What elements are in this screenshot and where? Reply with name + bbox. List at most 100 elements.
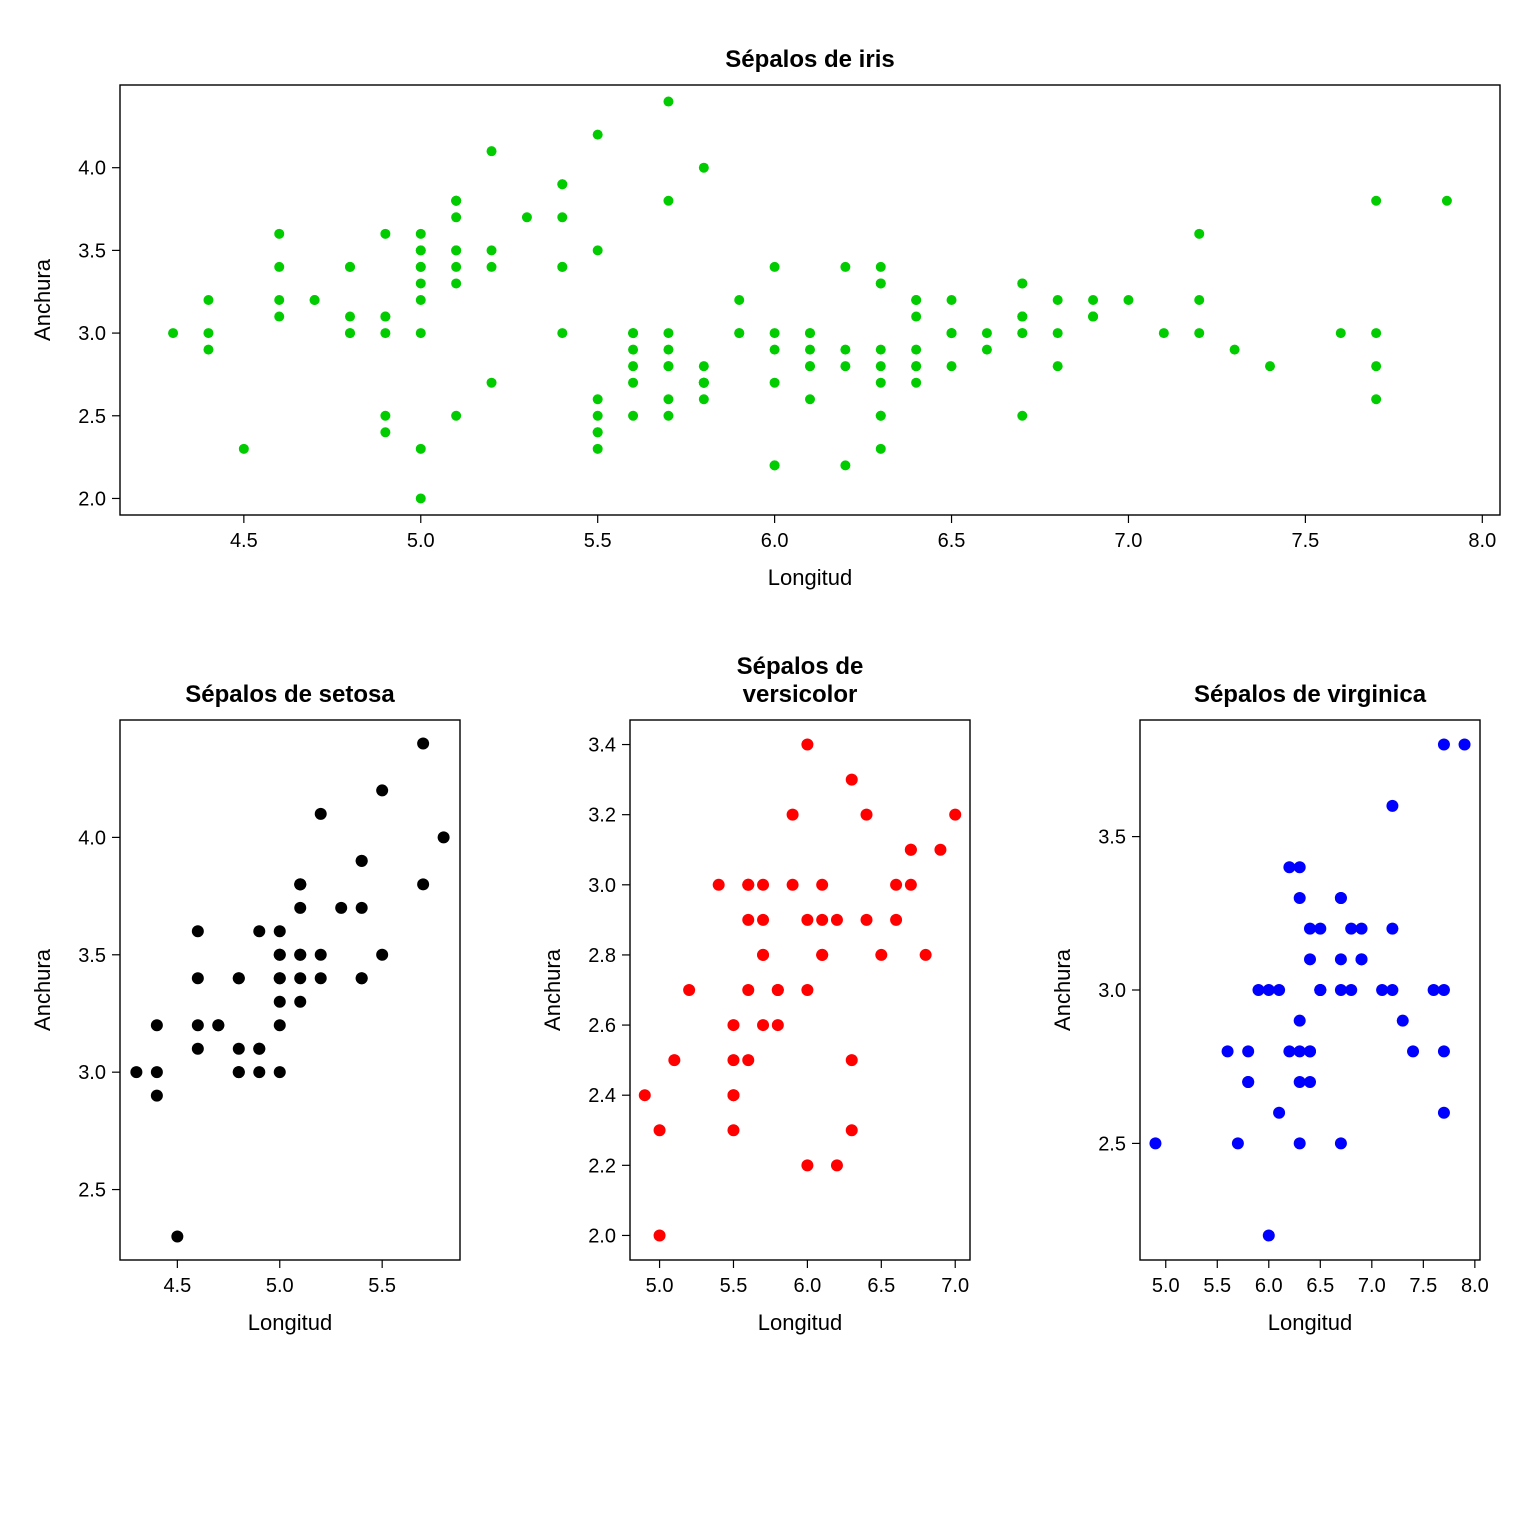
scatter-point — [1273, 1107, 1285, 1119]
scatter-point — [1252, 984, 1264, 996]
scatter-point — [522, 212, 532, 222]
scatter-point — [1397, 1015, 1409, 1027]
y-tick-label: 2.0 — [588, 1225, 616, 1247]
scatter-point — [1356, 953, 1368, 965]
scatter-point — [947, 295, 957, 305]
scatter-point — [376, 784, 388, 796]
y-tick-label: 4.0 — [78, 158, 106, 180]
scatter-point — [1149, 1137, 1161, 1149]
scatter-point — [772, 984, 784, 996]
x-tick-label: 5.0 — [1152, 1275, 1180, 1297]
scatter-point — [876, 345, 886, 355]
scatter-point — [1230, 345, 1240, 355]
y-tick-label: 2.5 — [78, 406, 106, 428]
y-axis-label: Anchura — [30, 258, 55, 341]
scatter-point — [416, 229, 426, 239]
scatter-point — [742, 879, 754, 891]
y-tick-label: 3.2 — [588, 805, 616, 827]
scatter-point — [380, 328, 390, 338]
scatter-point — [911, 361, 921, 371]
scatter-point — [890, 879, 902, 891]
scatter-point — [416, 328, 426, 338]
scatter-point — [742, 984, 754, 996]
y-tick-label: 2.2 — [588, 1155, 616, 1177]
scatter-point — [663, 97, 673, 107]
scatter-point — [294, 949, 306, 961]
scatter-point — [451, 196, 461, 206]
panel-title: Sépalos de setosa — [185, 681, 395, 708]
scatter-point — [772, 1019, 784, 1031]
scatter-point — [1371, 328, 1381, 338]
scatter-point — [416, 262, 426, 272]
scatter-point — [1017, 278, 1027, 288]
panel-title: Sépalos de virginica — [1194, 681, 1427, 708]
scatter-point — [805, 394, 815, 404]
y-tick-label: 3.5 — [1098, 827, 1126, 849]
scatter-point — [1438, 1045, 1450, 1057]
scatter-point — [663, 328, 673, 338]
x-tick-label: 4.5 — [163, 1275, 191, 1297]
scatter-point — [274, 972, 286, 984]
scatter-point — [557, 212, 567, 222]
scatter-point — [1283, 1045, 1295, 1057]
scatter-point — [1222, 1045, 1234, 1057]
y-axis-label: Anchura — [30, 948, 55, 1031]
x-tick-label: 7.0 — [1115, 530, 1143, 552]
scatter-point — [668, 1054, 680, 1066]
scatter-point — [628, 378, 638, 388]
scatter-point — [1314, 984, 1326, 996]
x-tick-label: 7.5 — [1409, 1275, 1437, 1297]
scatter-panel: 4.55.05.56.06.57.07.58.02.02.53.03.54.0L… — [30, 46, 1500, 590]
scatter-point — [934, 844, 946, 856]
scatter-point — [757, 949, 769, 961]
scatter-point — [345, 328, 355, 338]
scatter-point — [628, 345, 638, 355]
scatter-point — [557, 179, 567, 189]
scatter-point — [1053, 361, 1063, 371]
y-tick-label: 3.5 — [78, 240, 106, 262]
scatter-point — [1459, 739, 1471, 751]
scatter-point — [274, 1019, 286, 1031]
scatter-point — [1304, 1076, 1316, 1088]
scatter-point — [1304, 953, 1316, 965]
scatter-point — [557, 262, 567, 272]
x-tick-label: 5.0 — [407, 530, 435, 552]
scatter-point — [315, 808, 327, 820]
scatter-point — [801, 1159, 813, 1171]
scatter-point — [876, 278, 886, 288]
scatter-point — [1371, 196, 1381, 206]
y-tick-label: 3.0 — [78, 1062, 106, 1084]
scatter-point — [253, 1066, 265, 1078]
panel-title: Sépalos de iris — [725, 46, 894, 73]
scatter-point — [168, 328, 178, 338]
scatter-point — [875, 949, 887, 961]
scatter-point — [1304, 1045, 1316, 1057]
scatter-point — [417, 878, 429, 890]
scatter-point — [487, 262, 497, 272]
y-tick-label: 3.4 — [588, 735, 616, 757]
scatter-point — [846, 1124, 858, 1136]
scatter-point — [356, 972, 368, 984]
scatter-point — [770, 378, 780, 388]
scatter-point — [253, 1043, 265, 1055]
scatter-point — [727, 1019, 739, 1031]
scatter-point — [212, 1019, 224, 1031]
scatter-point — [310, 295, 320, 305]
scatter-point — [905, 844, 917, 856]
scatter-point — [1053, 295, 1063, 305]
scatter-point — [593, 411, 603, 421]
scatter-point — [663, 394, 673, 404]
scatter-point — [294, 878, 306, 890]
scatter-point — [171, 1231, 183, 1243]
x-tick-label: 5.5 — [720, 1275, 748, 1297]
scatter-point — [757, 1019, 769, 1031]
scatter-point — [1088, 295, 1098, 305]
y-tick-label: 2.5 — [78, 1180, 106, 1202]
scatter-point — [742, 1054, 754, 1066]
scatter-point — [727, 1054, 739, 1066]
scatter-point — [683, 984, 695, 996]
x-tick-label: 5.5 — [1203, 1275, 1231, 1297]
scatter-point — [151, 1090, 163, 1102]
scatter-point — [274, 925, 286, 937]
scatter-point — [816, 949, 828, 961]
